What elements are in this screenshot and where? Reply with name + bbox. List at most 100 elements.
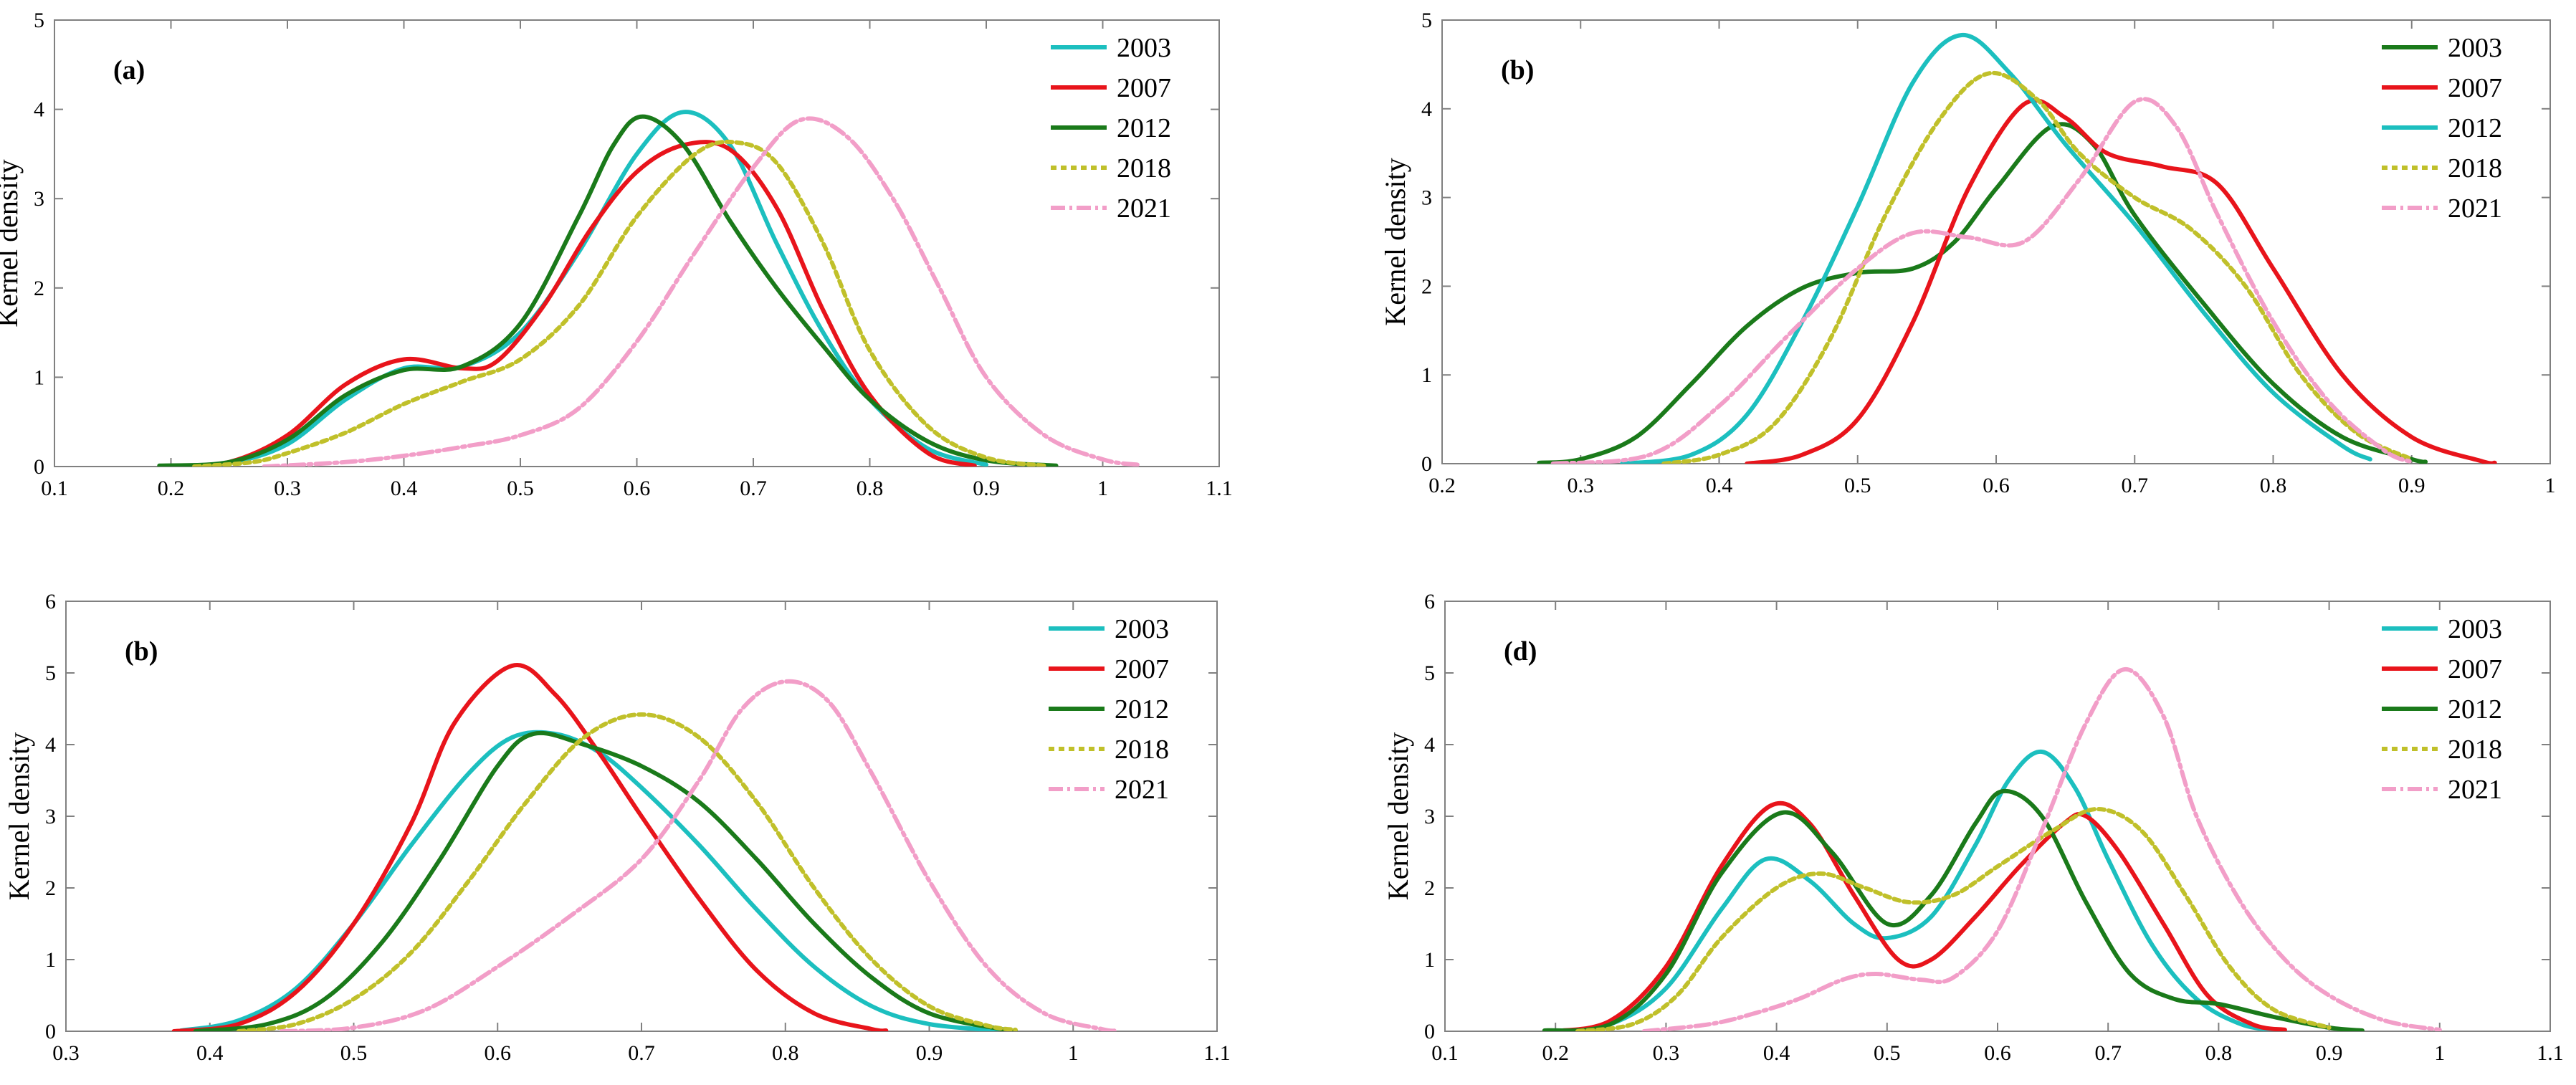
- chart-panel-3: 0.3 0.4 0.5 0.6 0.7 0.8 0.9 1 1.1 0 1 2 3 4 5 6 Kernel d…: [3, 590, 1231, 1065]
- x-tick-label: 1: [2545, 474, 2556, 497]
- x-tick-label: 0.3: [52, 1041, 80, 1065]
- y-tick-label: 2: [1424, 876, 1435, 900]
- x-tick-label: 0.7: [2122, 474, 2149, 497]
- x-tick-label: 0.7: [2094, 1041, 2122, 1065]
- x-tick-label: 1.1: [1206, 477, 1233, 500]
- y-tick-label: 1: [1424, 948, 1435, 972]
- y-tick-label: 4: [34, 98, 44, 122]
- y-tick-label: 5: [1421, 9, 1432, 32]
- x-tick-label: 0.2: [1428, 474, 1456, 497]
- legend-label-2003: 2003: [2448, 33, 2502, 63]
- y-tick-label: 4: [1421, 97, 1432, 121]
- y-tick-label: 0: [1421, 452, 1432, 476]
- y-tick-label: 3: [1421, 186, 1432, 210]
- x-tick-label: 0.1: [41, 477, 68, 500]
- x-tick-label: 0.8: [2260, 474, 2287, 497]
- y-tick-label: 5: [1424, 661, 1435, 685]
- y-tick-label: 5: [45, 661, 56, 685]
- series-line-2018: [1575, 807, 2332, 1031]
- legend-label-2012: 2012: [2448, 113, 2502, 143]
- y-tick-label: 2: [1421, 274, 1432, 298]
- series-line-2003: [1537, 122, 2428, 464]
- legend-label-2003: 2003: [2448, 614, 2502, 644]
- legend-label-2012: 2012: [1115, 694, 1169, 725]
- y-tick-label: 5: [34, 9, 44, 32]
- legend-label-2021: 2021: [2448, 193, 2502, 224]
- legend-label-2018: 2018: [2448, 153, 2502, 183]
- series-line-2012: [193, 730, 1018, 1031]
- x-tick-label: 1: [1097, 477, 1108, 500]
- x-tick-label: 0.5: [507, 477, 534, 500]
- chart-panel-2: 0.2 0.3 0.4 0.5 0.6 0.7 0.8 0.9 1 0 1 2 3 4 5 Kernel de…: [1379, 9, 2556, 497]
- series-line-2007: [171, 662, 889, 1031]
- y-tick-label: 1: [45, 948, 56, 972]
- x-tick-label: 0.3: [1653, 1041, 1680, 1065]
- x-tick-label: 0.8: [2205, 1041, 2233, 1065]
- y-tick-label: 4: [45, 733, 56, 757]
- plot-area-frame: [54, 19, 1220, 467]
- series-line-2021: [1641, 667, 2442, 1031]
- x-tick-label: 0.7: [740, 477, 767, 500]
- y-tick-label: 2: [34, 277, 44, 300]
- series-line-2018: [1661, 70, 2414, 464]
- x-tick-label: 0.6: [1984, 1041, 2011, 1065]
- legend-label-2021: 2021: [1117, 193, 1171, 224]
- x-tick-label: 0.1: [1431, 1041, 1459, 1065]
- legend-label-2018: 2018: [1115, 735, 1169, 765]
- series-line-2007: [168, 140, 977, 467]
- legend-label-2018: 2018: [2448, 735, 2502, 765]
- x-tick-label: 0.4: [391, 477, 418, 500]
- y-tick-label: 1: [1421, 363, 1432, 387]
- x-tick-label: 0.5: [1874, 1041, 1901, 1065]
- chart-panel-1: 0.1 0.2 0.3 0.4 0.5 0.6 0.7 0.8 0.9 1 1.1 0 1 2 3 4 5 Ker…: [0, 9, 1233, 500]
- x-tick-label: 0.4: [1706, 474, 1733, 497]
- x-tick-label: 0.2: [1542, 1041, 1569, 1065]
- series-line-2007: [1553, 800, 2287, 1031]
- series-line-2018: [236, 712, 1018, 1031]
- legend-label-2021: 2021: [1115, 775, 1169, 805]
- series-line-2012: [1542, 788, 2365, 1031]
- panel-title: (b): [1501, 55, 1534, 85]
- x-tick-label: 0.4: [196, 1041, 224, 1065]
- legend-label-2007: 2007: [2448, 654, 2502, 684]
- y-tick-label: 2: [45, 876, 56, 900]
- x-tick-label: 0.8: [772, 1041, 799, 1065]
- x-tick-label: 0.4: [1763, 1041, 1790, 1065]
- x-tick-label: 0.8: [857, 477, 884, 500]
- x-tick-label: 0.7: [628, 1041, 655, 1065]
- x-tick-label: 0.5: [340, 1041, 368, 1065]
- plot-area-frame: [1444, 601, 2551, 1032]
- series-line-2012: [1620, 32, 2372, 464]
- x-tick-label: 1.1: [1203, 1041, 1231, 1065]
- legend-label-2003: 2003: [1117, 33, 1171, 63]
- series-line-2021: [262, 116, 1140, 467]
- series-line-2007: [1745, 97, 2497, 464]
- panel-title: (a): [113, 55, 145, 85]
- legend-label-2007: 2007: [1117, 73, 1171, 103]
- y-tick-label: 6: [45, 590, 56, 613]
- x-tick-label: 0.9: [2316, 1041, 2343, 1065]
- x-tick-label: 0.6: [1983, 474, 2010, 497]
- legend-label-2007: 2007: [2448, 73, 2502, 103]
- y-tick-label: 6: [1424, 590, 1435, 613]
- x-tick-label: 0.2: [158, 477, 185, 500]
- y-tick-label: 0: [1424, 1020, 1435, 1043]
- y-axis-label: Kernel density: [0, 159, 24, 327]
- x-tick-label: 0.9: [973, 477, 1000, 500]
- x-tick-label: 1: [1068, 1041, 1079, 1065]
- x-tick-label: 0.3: [274, 477, 301, 500]
- y-tick-label: 4: [1424, 733, 1435, 757]
- y-tick-label: 1: [34, 365, 44, 389]
- series-line-2021: [1550, 97, 2414, 464]
- x-tick-label: 0.9: [916, 1041, 943, 1065]
- y-tick-label: 3: [1424, 805, 1435, 828]
- x-tick-label: 0.6: [485, 1041, 512, 1065]
- y-tick-label: 3: [34, 187, 44, 211]
- series-line-2003: [1553, 749, 2276, 1031]
- legend-label-2012: 2012: [2448, 694, 2502, 725]
- y-axis-label: Kernel density: [3, 732, 35, 900]
- y-axis-label: Kernel density: [1382, 732, 1414, 900]
- legend-label-2021: 2021: [2448, 775, 2502, 805]
- y-axis-label: Kernel density: [1379, 158, 1411, 325]
